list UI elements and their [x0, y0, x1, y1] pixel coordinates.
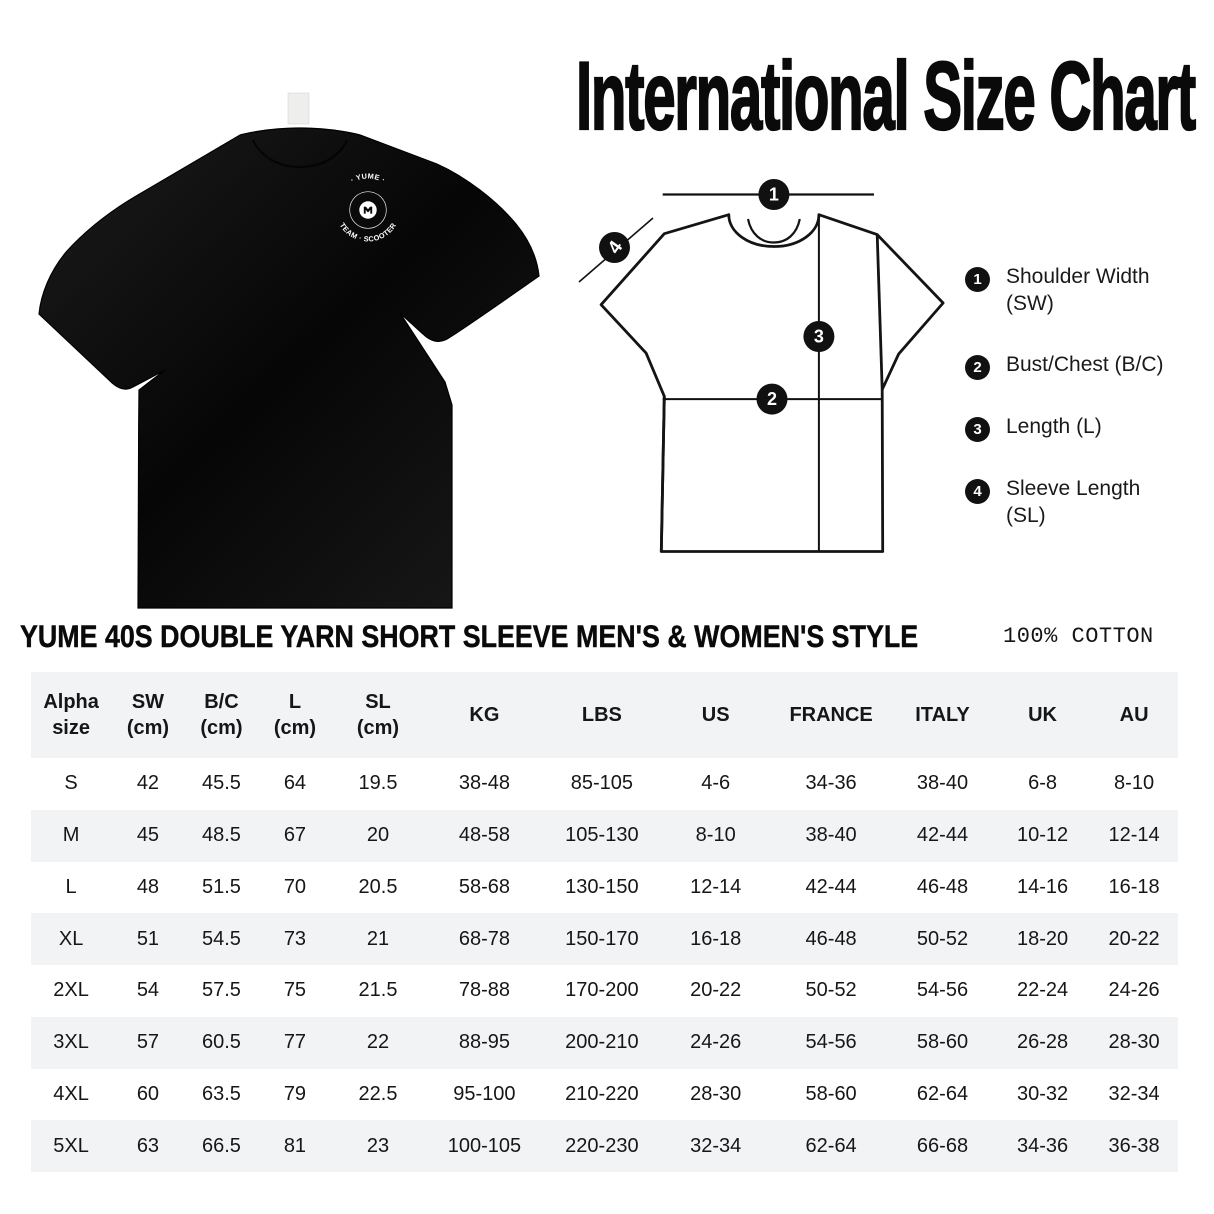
svg-text:1: 1	[769, 185, 779, 205]
svg-text:2: 2	[767, 389, 777, 409]
svg-text:3: 3	[814, 327, 824, 347]
